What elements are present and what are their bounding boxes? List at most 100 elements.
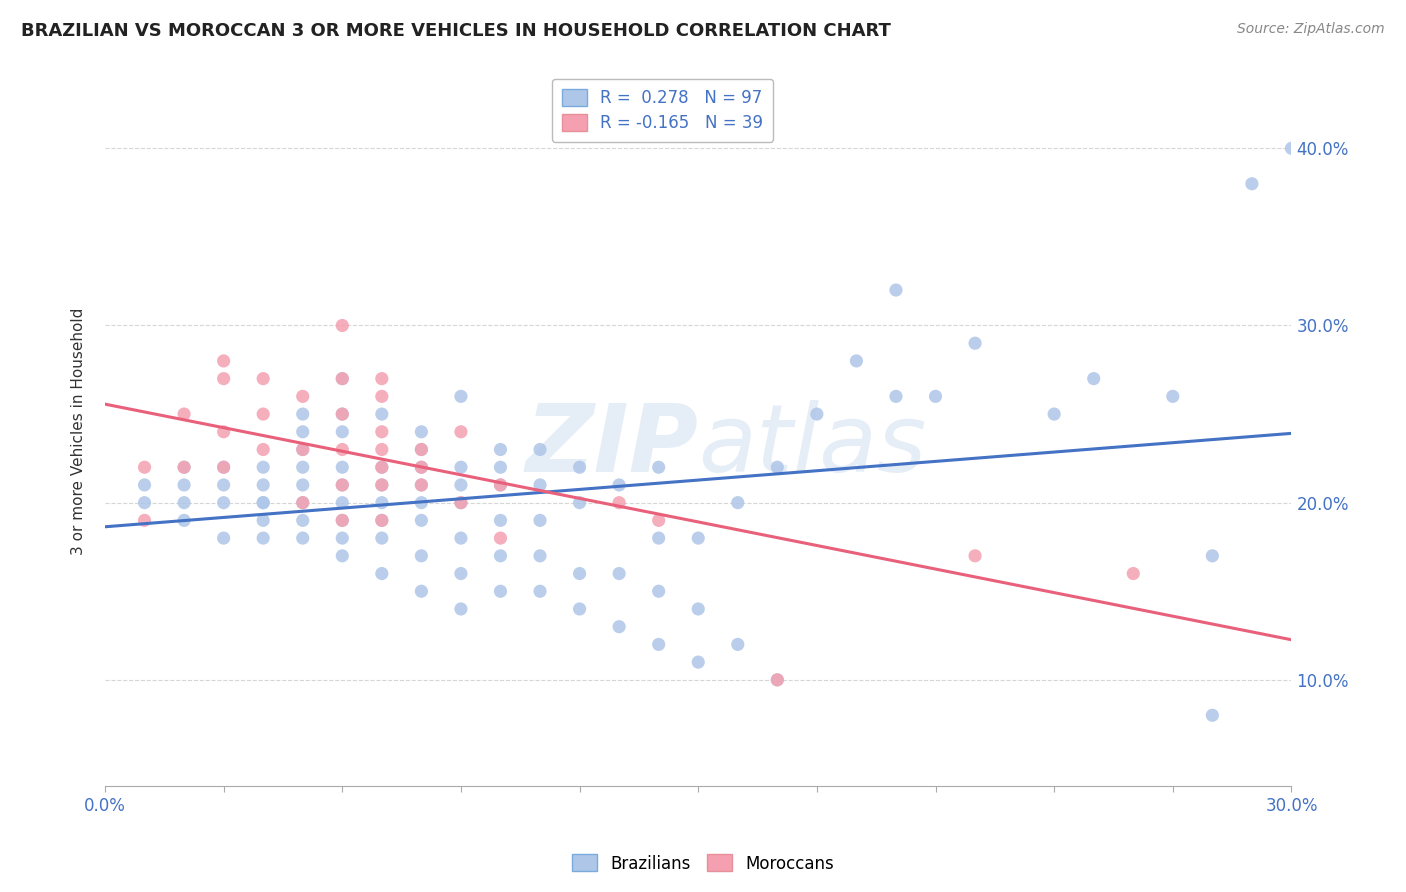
Legend: Brazilians, Moroccans: Brazilians, Moroccans <box>565 847 841 880</box>
Point <box>330 407 353 421</box>
Text: ZIP: ZIP <box>526 400 699 492</box>
Point <box>252 531 274 545</box>
Point <box>212 460 235 475</box>
Point <box>727 637 749 651</box>
Point <box>212 460 235 475</box>
Point <box>647 513 669 527</box>
Point <box>134 478 156 492</box>
Point <box>411 460 433 475</box>
Point <box>371 566 394 581</box>
Point <box>766 460 789 475</box>
Point <box>134 460 156 475</box>
Point <box>924 389 946 403</box>
Point <box>291 531 314 545</box>
Point <box>489 442 512 457</box>
Point <box>884 283 907 297</box>
Point <box>252 478 274 492</box>
Point <box>252 496 274 510</box>
Text: BRAZILIAN VS MOROCCAN 3 OR MORE VEHICLES IN HOUSEHOLD CORRELATION CHART: BRAZILIAN VS MOROCCAN 3 OR MORE VEHICLES… <box>21 22 891 40</box>
Point <box>291 425 314 439</box>
Point <box>450 531 472 545</box>
Point <box>647 584 669 599</box>
Point <box>330 531 353 545</box>
Point <box>1043 407 1066 421</box>
Point <box>489 460 512 475</box>
Point <box>1201 708 1223 723</box>
Point <box>330 513 353 527</box>
Point <box>411 425 433 439</box>
Point <box>371 478 394 492</box>
Point <box>173 460 195 475</box>
Point <box>1281 141 1303 155</box>
Point <box>489 549 512 563</box>
Point <box>647 460 669 475</box>
Point <box>291 478 314 492</box>
Point <box>330 513 353 527</box>
Point <box>450 389 472 403</box>
Point <box>212 496 235 510</box>
Point <box>371 442 394 457</box>
Point <box>568 602 591 616</box>
Point <box>1201 549 1223 563</box>
Point <box>766 673 789 687</box>
Point <box>450 496 472 510</box>
Point <box>965 549 987 563</box>
Point <box>371 389 394 403</box>
Point <box>330 318 353 333</box>
Point <box>411 460 433 475</box>
Point <box>1240 177 1263 191</box>
Point <box>607 620 630 634</box>
Point <box>371 531 394 545</box>
Point <box>252 407 274 421</box>
Point <box>806 407 828 421</box>
Point <box>173 478 195 492</box>
Point <box>450 425 472 439</box>
Point <box>965 336 987 351</box>
Point <box>766 673 789 687</box>
Point <box>330 496 353 510</box>
Point <box>291 389 314 403</box>
Point <box>529 478 551 492</box>
Point <box>489 584 512 599</box>
Point <box>252 513 274 527</box>
Point <box>411 442 433 457</box>
Point <box>291 442 314 457</box>
Point <box>212 371 235 385</box>
Point <box>607 478 630 492</box>
Point <box>330 549 353 563</box>
Point <box>330 478 353 492</box>
Point <box>212 478 235 492</box>
Point <box>411 478 433 492</box>
Point <box>688 531 710 545</box>
Text: Source: ZipAtlas.com: Source: ZipAtlas.com <box>1237 22 1385 37</box>
Point <box>529 442 551 457</box>
Legend: R =  0.278   N = 97, R = -0.165   N = 39: R = 0.278 N = 97, R = -0.165 N = 39 <box>553 78 773 142</box>
Point <box>647 531 669 545</box>
Point <box>371 460 394 475</box>
Point <box>489 478 512 492</box>
Point <box>450 566 472 581</box>
Point <box>291 496 314 510</box>
Point <box>450 460 472 475</box>
Point <box>173 407 195 421</box>
Point <box>1122 566 1144 581</box>
Point <box>727 496 749 510</box>
Point <box>529 584 551 599</box>
Point <box>688 602 710 616</box>
Point <box>291 407 314 421</box>
Point <box>173 460 195 475</box>
Point <box>291 496 314 510</box>
Point <box>845 354 868 368</box>
Point <box>607 566 630 581</box>
Point <box>411 496 433 510</box>
Point <box>252 442 274 457</box>
Point <box>371 496 394 510</box>
Point <box>411 549 433 563</box>
Point <box>1083 371 1105 385</box>
Point <box>330 425 353 439</box>
Point <box>330 371 353 385</box>
Point <box>252 371 274 385</box>
Point <box>371 425 394 439</box>
Point <box>411 584 433 599</box>
Point <box>688 655 710 669</box>
